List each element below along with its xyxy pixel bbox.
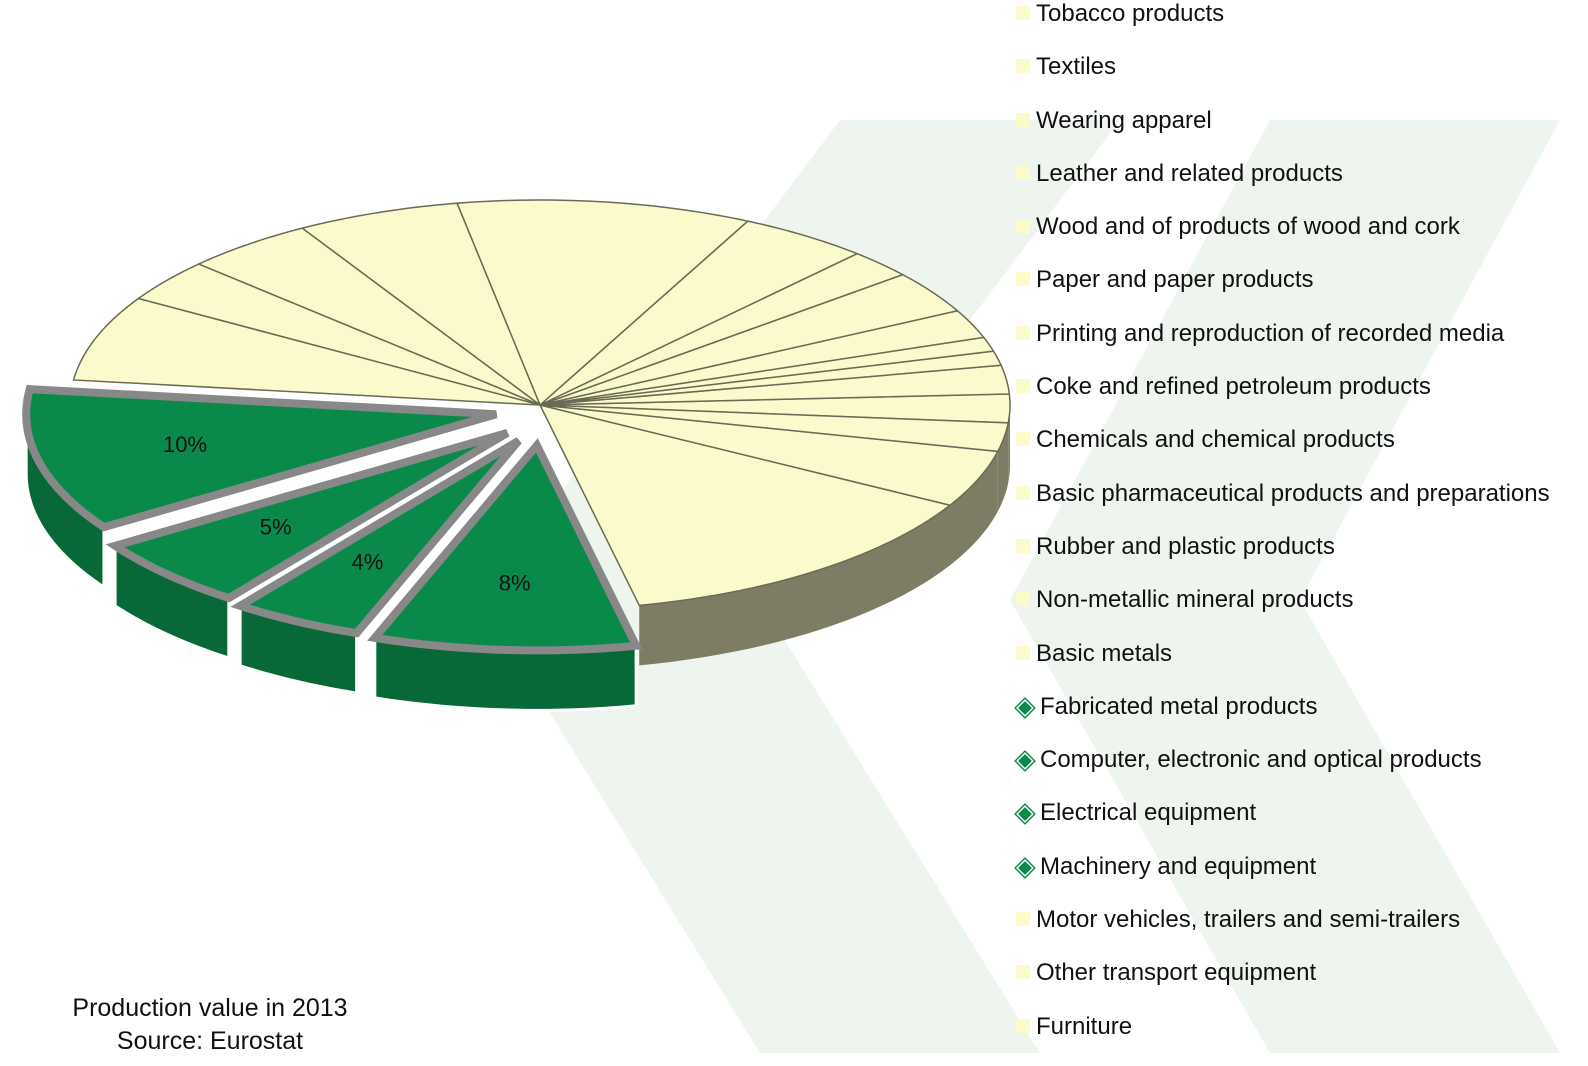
legend-swatch: [1016, 645, 1030, 660]
slice: [539, 404, 999, 507]
legend-swatch: [1016, 219, 1030, 234]
legend-swatch: [1016, 698, 1034, 717]
legend-entry: Leather and related products: [1016, 160, 1576, 213]
slice: [539, 309, 986, 406]
legend-swatch: [1016, 538, 1030, 553]
legend-entry: Paper and paper products: [1016, 266, 1576, 319]
slice: [367, 438, 643, 655]
legend-entry: Furniture: [1016, 1013, 1576, 1066]
legend-label: Wearing apparel: [1036, 106, 1212, 134]
legend-label: Rubber and plastic products: [1036, 532, 1335, 560]
legend-swatch: [1016, 592, 1030, 607]
slice: [22, 385, 498, 532]
legend-label: Paper and paper products: [1036, 266, 1314, 294]
legend-entry: Electrical equipment: [1016, 799, 1576, 852]
data-label: 4%: [351, 549, 383, 574]
legend-swatch: [1016, 1018, 1030, 1033]
legend-label: Machinery and equipment: [1040, 852, 1317, 880]
legend-swatch: [1016, 59, 1030, 74]
slice: [72, 297, 541, 406]
legend-label: Basic pharmaceutical products and prepar…: [1036, 479, 1550, 507]
slice: [136, 263, 541, 406]
legend-label: Non-metallic mineral products: [1036, 586, 1354, 614]
slice: [539, 220, 859, 406]
legend-label: Printing and reproduction of recorded me…: [1036, 319, 1505, 347]
legend-swatch: [1016, 432, 1030, 447]
legend-entry: Computer, electronic and optical product…: [1016, 746, 1576, 799]
legend-swatch: [1016, 912, 1030, 927]
legend-swatch: [1016, 805, 1034, 824]
slice-side: [1008, 405, 1010, 483]
legend-swatch: [1016, 112, 1030, 127]
slice: [539, 273, 960, 406]
legend-label: Leather and related products: [1036, 159, 1343, 187]
legend-swatch: [1016, 165, 1030, 180]
data-label: 5%: [260, 515, 292, 540]
legend-entry: Textiles: [1016, 53, 1576, 106]
slice: [455, 199, 750, 407]
slice: [539, 252, 905, 406]
legend-swatch: [1016, 6, 1030, 20]
legend-entry: Printing and reproduction of recorded me…: [1016, 320, 1576, 373]
data-label: 8%: [499, 570, 531, 595]
slice: [230, 437, 522, 638]
legend-entry: Basic pharmaceutical products and prepar…: [1016, 480, 1576, 533]
legend-label: Furniture: [1036, 1012, 1133, 1040]
slice-side: [997, 422, 1009, 512]
slice-side: [949, 451, 998, 566]
source: Source: Eurostat: [116, 1027, 304, 1055]
legend-swatch: [1016, 379, 1030, 394]
slice: [105, 429, 510, 603]
legend-entry: Coke and refined petroleum products: [1016, 373, 1576, 426]
legend-swatch: [1016, 325, 1030, 340]
slice: [539, 393, 1011, 424]
legend-entry: Tobacco products: [1016, 0, 1576, 53]
legend-entry: Wood and of products of wood and cork: [1016, 213, 1576, 266]
legend-label: Other transport equipment: [1036, 959, 1317, 987]
legend-label: Motor vehicles, trailers and semi-traile…: [1036, 906, 1461, 934]
legend-swatch: [1016, 858, 1034, 877]
legend-entry: Other transport equipment: [1016, 959, 1576, 1012]
legend-swatch: [1016, 485, 1030, 500]
legend: Tobacco products Textiles Wearing apparel L…: [1016, 0, 1576, 1066]
legend-label: Electrical equipment: [1040, 799, 1257, 827]
slice: [538, 403, 952, 607]
legend-entry: Non-metallic mineral products: [1016, 586, 1576, 639]
legend-label: Wood and of products of wood and cork: [1036, 213, 1460, 241]
legend-label: Fabricated metal products: [1040, 692, 1318, 720]
legend-label: Basic metals: [1036, 639, 1173, 667]
legend-label: Tobacco products: [1036, 0, 1225, 27]
slice: [300, 202, 542, 408]
legend-entry: Rubber and plastic products: [1016, 533, 1576, 586]
legend-entry: Fabricated metal products: [1016, 693, 1576, 746]
data-label: 10%: [163, 432, 207, 457]
legend-entry: Machinery and equipment: [1016, 853, 1576, 906]
legend-label: Chemicals and chemical products: [1036, 426, 1395, 454]
legend-label: Computer, electronic and optical product…: [1040, 746, 1482, 774]
slice: [196, 227, 541, 406]
legend-entry: Motor vehicles, trailers and semi-traile…: [1016, 906, 1576, 959]
legend-swatch: [1016, 965, 1030, 980]
legend-entry: Basic metals: [1016, 640, 1576, 693]
legend-label: Textiles: [1036, 53, 1117, 81]
slice-side: [639, 505, 950, 666]
legend-entry: Wearing apparel: [1016, 107, 1576, 160]
legend-entry: Chemicals and chemical products: [1016, 426, 1576, 479]
legend-swatch: [1016, 752, 1034, 771]
legend-swatch: [1016, 272, 1030, 287]
slice: [539, 404, 1010, 453]
subtitle: Production value in 2013: [72, 994, 348, 1022]
legend-label: Coke and refined petroleum products: [1036, 373, 1431, 401]
background-decoration: [480, 120, 1560, 1053]
